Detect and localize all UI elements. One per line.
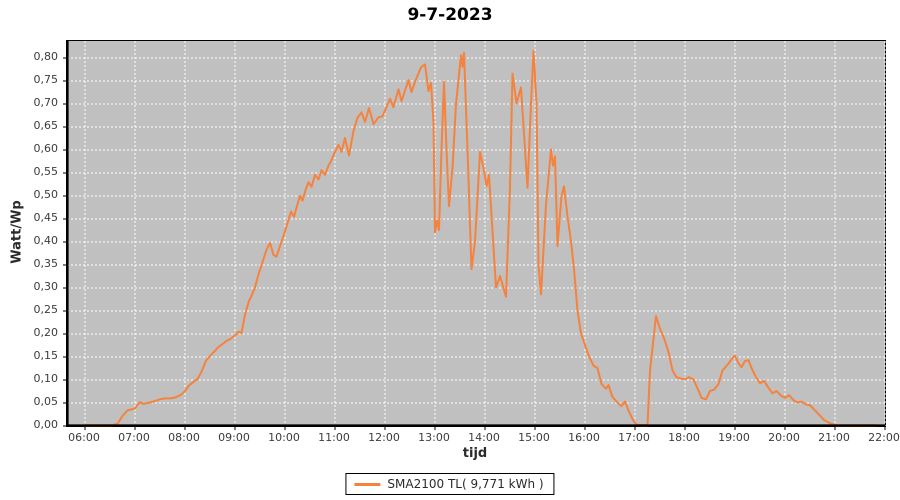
x-tick-label: 11:00	[318, 431, 350, 444]
x-tick-label: 09:00	[218, 431, 250, 444]
x-tick-label: 14:00	[468, 431, 500, 444]
plot-area	[63, 40, 886, 430]
x-axis-label: tijd	[462, 446, 488, 461]
y-tick-label: 0,35	[33, 257, 59, 270]
y-tick-label: 0,25	[33, 303, 59, 316]
y-tick-label: 0,10	[33, 372, 59, 385]
x-tick-label: 19:00	[718, 431, 750, 444]
y-tick-label: 0,70	[33, 96, 59, 109]
x-tick-label: 15:00	[518, 431, 550, 444]
x-tick-label: 21:00	[818, 431, 850, 444]
y-tick-label: 0,00	[33, 418, 59, 431]
x-tick-label: 06:00	[68, 431, 100, 444]
x-tick-label: 17:00	[618, 431, 650, 444]
y-tick-label: 0,60	[33, 142, 59, 155]
legend-series-label: SMA2100 TL( 9,771 kWh )	[387, 477, 544, 491]
x-tick-label: 12:00	[368, 431, 400, 444]
y-tick-label: 0,75	[33, 73, 59, 86]
y-tick-label: 0,40	[33, 234, 59, 247]
y-tick-label: 0,80	[33, 50, 59, 63]
y-tick-label: 0,50	[33, 188, 59, 201]
chart-title: 9-7-2023	[407, 5, 493, 25]
legend-line-swatch	[354, 482, 381, 486]
x-tick-label: 10:00	[268, 431, 300, 444]
x-tick-label: 16:00	[568, 431, 600, 444]
y-tick-label: 0,20	[33, 326, 59, 339]
y-axis-label: Watt/Wp	[9, 200, 25, 264]
y-tick-label: 0,05	[33, 395, 59, 408]
x-tick-label: 07:00	[118, 431, 150, 444]
y-tick-label: 0,30	[33, 280, 59, 293]
x-tick-label: 22:00	[868, 431, 900, 444]
x-tick-label: 18:00	[668, 431, 700, 444]
y-tick-label: 0,55	[33, 165, 59, 178]
plot-canvas	[63, 41, 886, 430]
series-line	[84, 49, 878, 427]
y-tick-label: 0,15	[33, 349, 59, 362]
x-tick-label: 20:00	[768, 431, 800, 444]
y-tick-label: 0,45	[33, 211, 59, 224]
x-tick-label: 08:00	[168, 431, 200, 444]
legend: SMA2100 TL( 9,771 kWh )	[345, 473, 555, 495]
y-tick-label: 0,65	[33, 119, 59, 132]
x-tick-label: 13:00	[418, 431, 450, 444]
